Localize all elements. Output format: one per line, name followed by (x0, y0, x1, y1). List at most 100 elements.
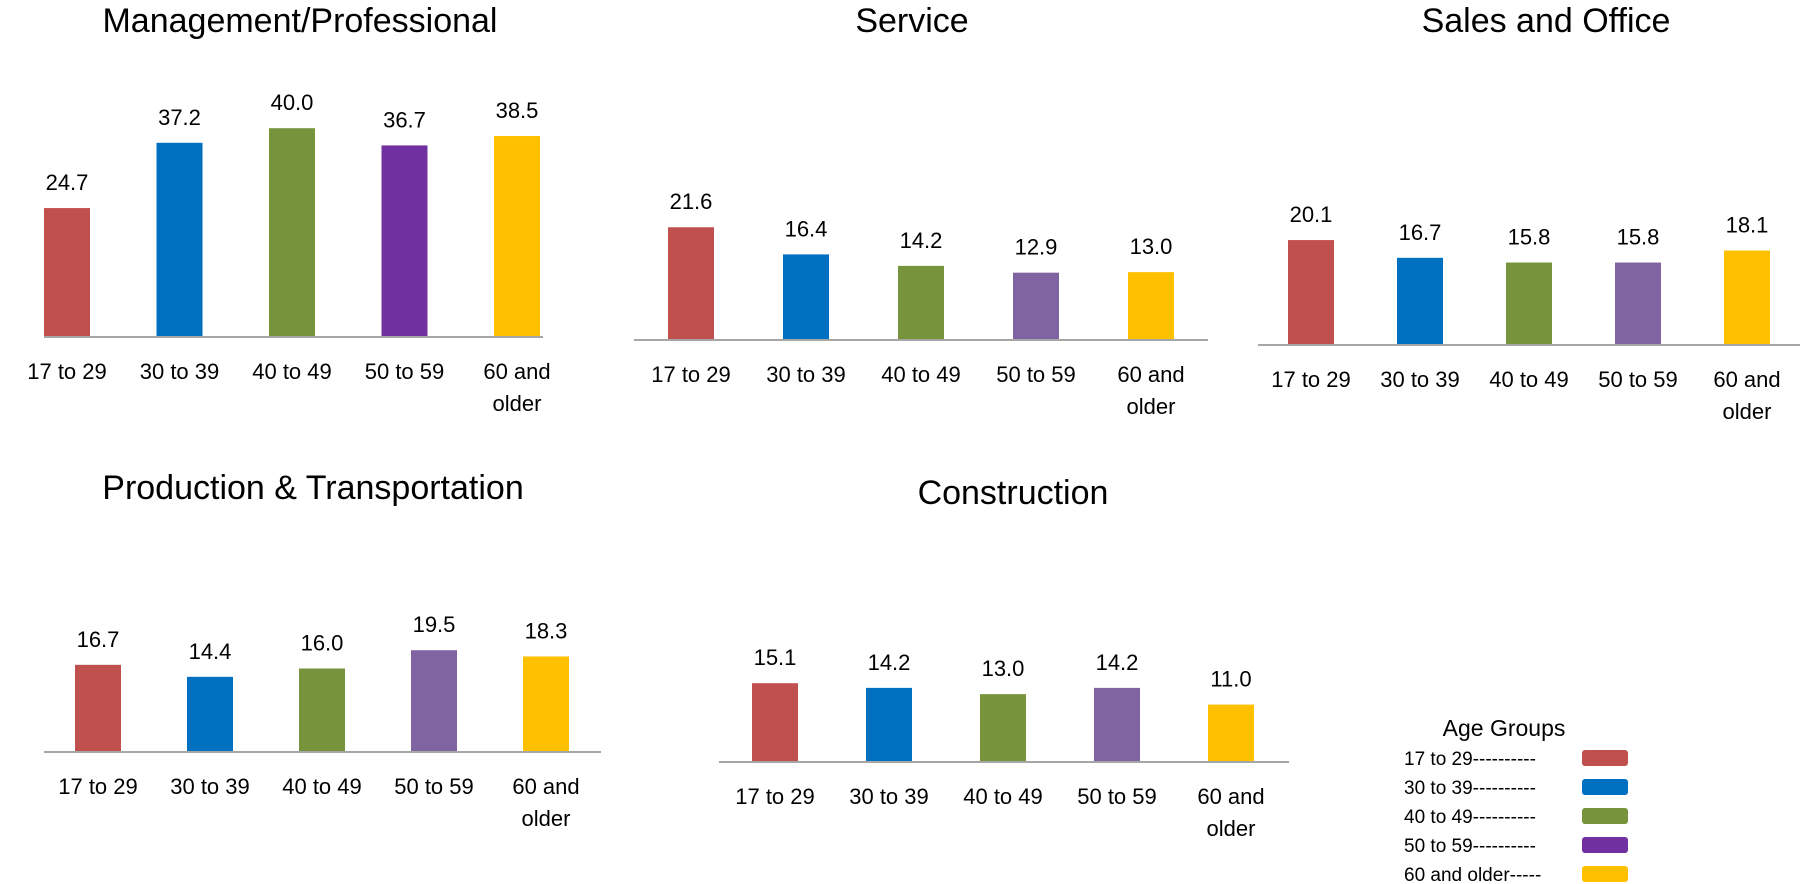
category-label: 60 and older (1197, 784, 1264, 841)
legend-swatch (1582, 837, 1628, 853)
data-label: 14.4 (189, 639, 232, 664)
bar (299, 668, 345, 752)
chart-panel: Sales and Office 20.1 17 to 29 16.7 30 to 39… (1258, 2, 1800, 424)
category-label: 50 to 59 (996, 362, 1076, 387)
legend-items: 17 to 29---------- 30 to 39---------- 40 t… (1404, 749, 1628, 884)
bar (1094, 687, 1140, 762)
category-label: 50 to 59 (394, 774, 474, 799)
data-label: 15.1 (754, 645, 797, 670)
data-label: 15.8 (1508, 225, 1551, 250)
bar (980, 694, 1026, 762)
legend-swatch (1582, 808, 1628, 824)
legend-swatch (1582, 866, 1628, 882)
category-label: 30 to 39 (1380, 367, 1460, 392)
category-label: 30 to 39 (766, 362, 846, 387)
bar (269, 128, 315, 337)
data-label: 14.2 (868, 650, 911, 675)
chart-panel: Production & Transportation 16.7 17 to 29 1… (44, 469, 601, 831)
data-label: 21.6 (670, 189, 713, 214)
data-label: 20.1 (1290, 202, 1333, 227)
data-label: 38.5 (496, 98, 539, 123)
bar (1128, 272, 1174, 340)
bar (1288, 240, 1334, 345)
bar (1397, 257, 1443, 345)
data-label: 19.5 (413, 612, 456, 637)
data-label: 16.7 (1399, 220, 1442, 245)
category-label: 17 to 29 (735, 784, 815, 809)
data-label: 24.7 (46, 170, 89, 195)
data-label: 16.4 (785, 216, 828, 241)
charts-layer: Management/Professional 24.7 17 to 29 37.2 3… (27, 2, 1800, 841)
legend-label: 60 and older----- (1404, 865, 1541, 884)
category-label: 60 and older (1117, 362, 1184, 419)
data-label: 16.0 (301, 630, 344, 655)
chart-panel: Management/Professional 24.7 17 to 29 37.2 3… (27, 2, 550, 416)
bar (783, 254, 829, 340)
bar (44, 208, 90, 337)
category-label: 40 to 49 (252, 359, 332, 384)
data-label: 14.2 (900, 228, 943, 253)
legend-label: 50 to 59---------- (1404, 836, 1536, 857)
data-label: 18.3 (525, 618, 568, 643)
data-label: 12.9 (1015, 235, 1058, 260)
chart-title: Service (855, 2, 968, 40)
category-label: 17 to 29 (58, 774, 138, 799)
bar (494, 136, 540, 337)
data-label: 14.2 (1096, 650, 1139, 675)
data-label: 13.0 (982, 656, 1025, 681)
legend-title: Age Groups (1443, 715, 1566, 741)
category-label: 40 to 49 (1489, 367, 1569, 392)
category-label: 17 to 29 (651, 362, 731, 387)
bar (1013, 272, 1059, 340)
legend-swatch (1582, 750, 1628, 766)
bar (1506, 262, 1552, 345)
category-label: 50 to 59 (1598, 367, 1678, 392)
legend-label: 17 to 29---------- (1404, 749, 1536, 770)
bar (1724, 250, 1770, 345)
category-label: 17 to 29 (27, 359, 107, 384)
bar (75, 664, 121, 752)
category-label: 30 to 39 (849, 784, 929, 809)
bar (411, 650, 457, 752)
data-label: 18.1 (1726, 213, 1769, 238)
category-label: 40 to 49 (963, 784, 1043, 809)
data-label: 36.7 (383, 107, 426, 132)
chart-panel: Service 21.6 17 to 29 16.4 30 to 39 14.2 40 to… (634, 2, 1208, 419)
chart-title: Construction (918, 474, 1109, 512)
data-label: 13.0 (1130, 234, 1173, 259)
bar (1615, 262, 1661, 345)
chart-title: Management/Professional (102, 2, 497, 40)
category-label: 50 to 59 (1077, 784, 1157, 809)
category-label: 60 and older (512, 774, 579, 831)
data-label: 40.0 (271, 90, 314, 115)
category-label: 30 to 39 (170, 774, 250, 799)
bar (156, 142, 203, 337)
category-label: 50 to 59 (365, 359, 445, 384)
bar (752, 683, 798, 762)
data-label: 11.0 (1210, 667, 1251, 692)
bar (187, 676, 233, 752)
category-label: 30 to 39 (140, 359, 220, 384)
chart-title: Production & Transportation (102, 469, 523, 507)
data-label: 37.2 (158, 105, 201, 130)
legend-swatch (1582, 779, 1628, 795)
bar (381, 145, 428, 337)
data-label: 15.8 (1617, 225, 1660, 250)
bar (898, 265, 944, 340)
chart-title: Sales and Office (1422, 2, 1671, 40)
data-label: 16.7 (77, 627, 120, 652)
category-label: 40 to 49 (881, 362, 961, 387)
bar (1208, 704, 1254, 762)
legend-label: 40 to 49---------- (1404, 807, 1536, 828)
bar (866, 687, 912, 762)
bar (523, 656, 569, 752)
legend: Age Groups 17 to 29---------- 30 to 39---… (1404, 715, 1628, 884)
category-label: 60 and older (483, 359, 550, 416)
category-label: 17 to 29 (1271, 367, 1351, 392)
category-label: 40 to 49 (282, 774, 362, 799)
category-label: 60 and older (1713, 367, 1780, 424)
legend-label: 30 to 39---------- (1404, 778, 1536, 799)
chart-panel: Construction 15.1 17 to 29 14.2 30 to 39 13.0… (719, 474, 1289, 841)
bar (668, 227, 714, 340)
